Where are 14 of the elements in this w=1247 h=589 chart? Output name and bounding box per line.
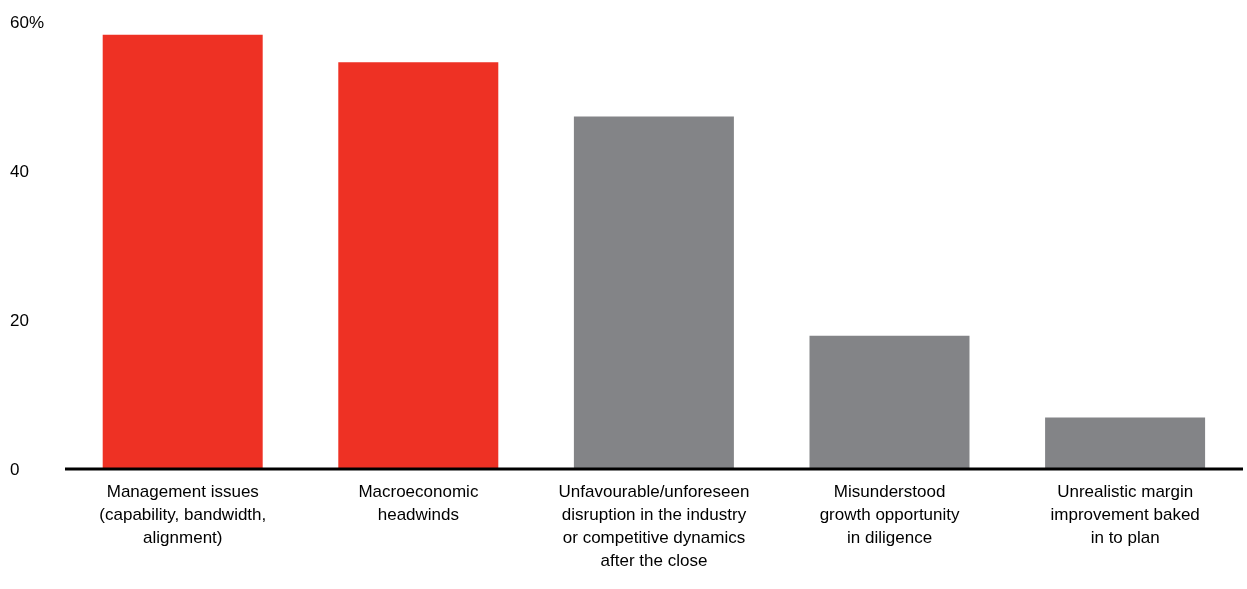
bar bbox=[809, 335, 970, 469]
x-tick-label: Misunderstood growth opportunity in diligence bbox=[819, 482, 961, 547]
bar bbox=[338, 62, 499, 469]
bar bbox=[102, 34, 263, 469]
x-tick-label: Unfavourable/unforeseen disruption in the industry or competitive dynamics after the close bbox=[558, 482, 750, 570]
x-tick-label: Unrealistic margin improvement baked in to plan bbox=[1050, 482, 1200, 547]
y-tick-label: 40 bbox=[10, 162, 29, 181]
y-tick-label: 60% bbox=[10, 13, 45, 32]
bar bbox=[1045, 417, 1206, 469]
y-tick-label: 20 bbox=[10, 311, 29, 330]
x-tick-label: Macroeconomic headwinds bbox=[358, 482, 479, 524]
y-tick-label: 0 bbox=[10, 460, 20, 479]
x-tick-label: Management issues (capability, bandwidth, alignment) bbox=[99, 482, 267, 547]
bar bbox=[573, 116, 734, 469]
